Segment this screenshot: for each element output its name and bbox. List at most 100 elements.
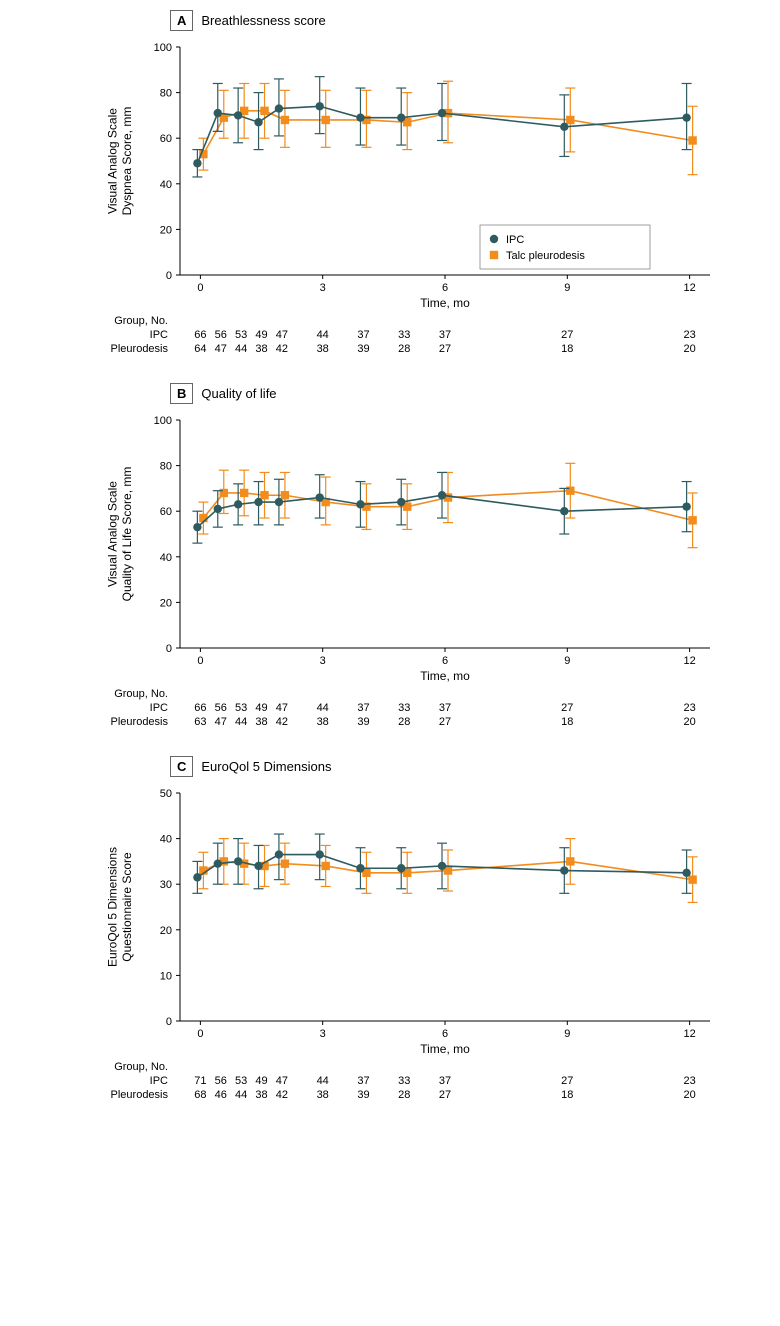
y-tick-label: 80: [160, 461, 172, 473]
ipc-marker: [356, 113, 364, 121]
counts-pld-val: 39: [357, 1089, 369, 1101]
panel-title: Quality of life: [201, 386, 276, 401]
ipc-marker: [438, 491, 446, 499]
counts-pld-val: 46: [215, 1089, 227, 1101]
y-tick-label: 100: [154, 415, 172, 427]
counts-pld-val: 28: [398, 343, 410, 355]
ipc-marker: [275, 104, 283, 112]
counts-pld-val: 38: [255, 343, 267, 355]
counts-ipc-val: 23: [683, 702, 695, 714]
counts-header: Group, No.: [114, 1061, 168, 1073]
ipc-marker: [275, 498, 283, 506]
ipc-marker: [356, 500, 364, 508]
talc-marker: [321, 116, 329, 124]
counts-row-pld-label: Pleurodesis: [111, 343, 168, 355]
ipc-marker: [315, 850, 323, 858]
chart: 020406080100036912Time, moVisual Analog …: [10, 35, 770, 315]
counts-ipc-val: 27: [561, 1075, 573, 1087]
ipc-marker: [397, 864, 405, 872]
ipc-marker: [234, 111, 242, 119]
counts-pld-val: 38: [317, 716, 329, 728]
x-axis-label: Time, mo: [420, 669, 470, 683]
legend-box: [480, 225, 650, 269]
counts-ipc-val: 23: [683, 1075, 695, 1087]
legend-talc-icon: [490, 251, 498, 259]
panel-title: EuroQol 5 Dimensions: [201, 759, 331, 774]
panel-letter: C: [170, 756, 193, 777]
counts-pld-val: 42: [276, 1089, 288, 1101]
counts-ipc-val: 53: [235, 1075, 247, 1087]
y-tick-label: 0: [166, 1016, 172, 1028]
y-axis-label: Visual Analog ScaleQuality of Life Score…: [105, 467, 133, 602]
y-tick-label: 60: [160, 133, 172, 145]
chart: 01020304050036912Time, moEuroQol 5 Dimen…: [10, 781, 770, 1061]
counts-ipc-val: 33: [398, 329, 410, 341]
talc-marker: [688, 516, 696, 524]
x-tick-label: 6: [442, 282, 448, 294]
counts-block: Group, No.IPCPleurodesis6663564753444938…: [10, 688, 730, 736]
counts-block: Group, No.IPCPleurodesis6664564753444938…: [10, 315, 730, 363]
counts-row-pld-label: Pleurodesis: [111, 716, 168, 728]
ipc-marker: [682, 502, 690, 510]
y-tick-label: 40: [160, 552, 172, 564]
counts-row-ipc-label: IPC: [150, 329, 168, 341]
panel-letter: A: [170, 10, 193, 31]
counts-pld-val: 64: [194, 343, 206, 355]
y-tick-label: 40: [160, 179, 172, 191]
counts-row-ipc-label: IPC: [150, 1075, 168, 1087]
counts-ipc-val: 47: [276, 702, 288, 714]
counts-ipc-val: 66: [194, 329, 206, 341]
chart-svg: 020406080100036912Time, moVisual Analog …: [10, 35, 730, 315]
counts-header: Group, No.: [114, 688, 168, 700]
ipc-marker: [254, 498, 262, 506]
ipc-marker: [214, 505, 222, 513]
counts-pld-val: 42: [276, 343, 288, 355]
counts-ipc-val: 23: [683, 329, 695, 341]
ipc-marker: [254, 118, 262, 126]
ipc-marker: [193, 873, 201, 881]
counts-ipc-val: 49: [255, 702, 267, 714]
ipc-marker: [560, 866, 568, 874]
counts-ipc-val: 71: [194, 1075, 206, 1087]
counts-ipc-val: 44: [317, 329, 329, 341]
x-tick-label: 6: [442, 655, 448, 667]
counts-pld-val: 44: [235, 1089, 247, 1101]
counts-pld-val: 18: [561, 343, 573, 355]
counts-pld-val: 20: [683, 343, 695, 355]
counts-ipc-val: 44: [317, 702, 329, 714]
counts-ipc-val: 37: [439, 1075, 451, 1087]
talc-marker: [240, 489, 248, 497]
counts-pld-val: 28: [398, 716, 410, 728]
counts-pld-val: 47: [215, 716, 227, 728]
y-tick-label: 20: [160, 224, 172, 236]
counts-ipc-val: 49: [255, 329, 267, 341]
counts-ipc-val: 27: [561, 329, 573, 341]
counts-ipc-val: 56: [215, 329, 227, 341]
talc-marker: [281, 491, 289, 499]
x-tick-label: 12: [683, 655, 695, 667]
legend-ipc-label: IPC: [506, 234, 524, 246]
ipc-marker: [682, 869, 690, 877]
y-tick-label: 10: [160, 970, 172, 982]
talc-marker: [281, 859, 289, 867]
x-tick-label: 12: [683, 282, 695, 294]
ipc-marker: [254, 862, 262, 870]
counts-ipc-val: 56: [215, 702, 227, 714]
panel-header: C EuroQol 5 Dimensions: [170, 756, 770, 777]
counts-pld-val: 38: [255, 1089, 267, 1101]
counts-row-ipc-label: IPC: [150, 702, 168, 714]
counts-pld-val: 20: [683, 716, 695, 728]
ipc-marker: [315, 493, 323, 501]
counts-pld-val: 38: [317, 343, 329, 355]
y-tick-label: 20: [160, 925, 172, 937]
counts-pld-val: 39: [357, 716, 369, 728]
counts-pld-val: 42: [276, 716, 288, 728]
y-tick-label: 80: [160, 88, 172, 100]
x-tick-label: 0: [197, 655, 203, 667]
counts-pld-val: 47: [215, 343, 227, 355]
counts-ipc-val: 37: [357, 1075, 369, 1087]
y-tick-label: 30: [160, 879, 172, 891]
counts-ipc-val: 37: [439, 702, 451, 714]
counts-pld-val: 44: [235, 343, 247, 355]
talc-marker: [321, 862, 329, 870]
